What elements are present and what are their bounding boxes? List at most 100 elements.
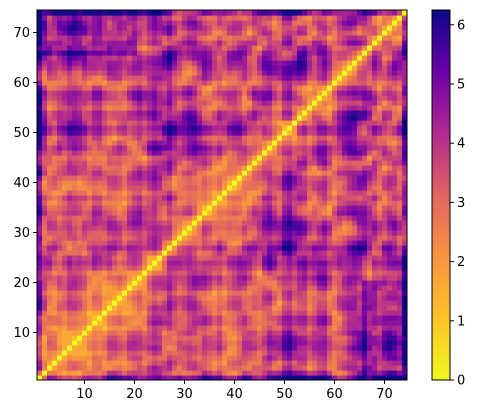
heatmap-cell <box>382 350 388 356</box>
heatmap-cell <box>187 185 193 191</box>
heatmap-cell <box>102 285 108 291</box>
heatmap-cell <box>382 295 388 301</box>
heatmap-cell <box>117 105 123 111</box>
heatmap-cell <box>42 235 48 241</box>
heatmap-cell <box>222 155 228 161</box>
heatmap-cell <box>62 180 68 186</box>
heatmap-cell <box>317 125 323 131</box>
heatmap-cell <box>107 215 113 221</box>
heatmap-cell <box>332 270 338 276</box>
heatmap-cell <box>87 360 93 366</box>
heatmap-cell <box>377 325 383 331</box>
heatmap-cell <box>232 65 238 71</box>
heatmap-cell <box>347 70 353 76</box>
heatmap-cell <box>252 65 258 71</box>
heatmap-cell <box>162 85 168 91</box>
heatmap-cell <box>182 370 188 376</box>
heatmap-cell <box>172 245 178 251</box>
heatmap-cell <box>207 250 213 256</box>
heatmap-cell <box>77 100 83 106</box>
heatmap-cell <box>122 255 128 261</box>
heatmap-cell <box>172 145 178 151</box>
heatmap-cell <box>352 45 358 51</box>
heatmap-cell <box>267 360 273 366</box>
heatmap-cell <box>232 260 238 266</box>
heatmap-cell <box>242 370 248 376</box>
heatmap-cell <box>97 195 103 201</box>
heatmap-cell <box>57 175 63 181</box>
heatmap-cell <box>42 120 48 126</box>
heatmap-cell <box>167 195 173 201</box>
heatmap-cell <box>207 90 213 96</box>
heatmap-cell <box>292 120 298 126</box>
heatmap-cell <box>162 145 168 151</box>
heatmap-cell <box>382 60 388 66</box>
heatmap-cell <box>157 175 163 181</box>
heatmap-cell <box>197 325 203 331</box>
heatmap-cell <box>77 360 83 366</box>
heatmap-cell <box>147 135 153 141</box>
heatmap-cell <box>197 275 203 281</box>
heatmap-cell <box>212 190 218 196</box>
heatmap-cell <box>72 65 78 71</box>
heatmap-cell <box>122 125 128 131</box>
heatmap-cell <box>237 250 243 256</box>
heatmap-cell <box>332 335 338 341</box>
heatmap-cell <box>77 110 83 116</box>
heatmap-cell <box>237 105 243 111</box>
heatmap-cell <box>362 350 368 356</box>
heatmap-cell <box>127 130 133 136</box>
heatmap-cell <box>132 280 138 286</box>
heatmap-cell <box>167 125 173 131</box>
heatmap-cell <box>392 95 398 101</box>
heatmap-cell <box>332 125 338 131</box>
heatmap-cell <box>147 365 153 371</box>
heatmap-cell <box>342 135 348 141</box>
heatmap-cell <box>312 185 318 191</box>
heatmap-cell <box>127 300 133 306</box>
heatmap-cell <box>262 280 268 286</box>
heatmap-cell <box>202 80 208 86</box>
heatmap-cell <box>377 315 383 321</box>
heatmap-cell <box>252 230 258 236</box>
heatmap-cell <box>247 55 253 61</box>
heatmap-cell <box>112 270 118 276</box>
heatmap-cell <box>257 165 263 171</box>
heatmap-cell <box>212 115 218 121</box>
heatmap-cell <box>162 125 168 131</box>
heatmap-cell <box>337 345 343 351</box>
heatmap-cell <box>172 85 178 91</box>
heatmap-cell <box>47 285 53 291</box>
heatmap-cell <box>57 365 63 371</box>
heatmap-cell <box>237 255 243 261</box>
heatmap-cell <box>287 260 293 266</box>
heatmap-cell <box>137 135 143 141</box>
heatmap-cell <box>302 260 308 266</box>
heatmap-cell <box>212 45 218 51</box>
heatmap-cell <box>222 115 228 121</box>
heatmap-cell <box>237 140 243 146</box>
heatmap-cell <box>387 210 393 216</box>
heatmap-cell <box>372 155 378 161</box>
heatmap-cell <box>192 195 198 201</box>
heatmap-cell <box>252 130 258 136</box>
heatmap-cell <box>107 255 113 261</box>
heatmap-cell <box>122 60 128 66</box>
heatmap-cell <box>227 220 233 226</box>
heatmap-cell <box>282 105 288 111</box>
heatmap-cell <box>302 160 308 166</box>
heatmap-cell <box>372 55 378 61</box>
heatmap-cell <box>337 125 343 131</box>
heatmap-cell <box>302 245 308 251</box>
heatmap-cell <box>377 100 383 106</box>
heatmap-cell <box>322 340 328 346</box>
heatmap-cell <box>312 260 318 266</box>
heatmap-cell <box>332 135 338 141</box>
heatmap-cell <box>47 320 53 326</box>
heatmap-cell <box>67 215 73 221</box>
heatmap-cell <box>57 230 63 236</box>
heatmap-cell <box>327 340 333 346</box>
heatmap-cell <box>107 145 113 151</box>
heatmap-cell <box>257 330 263 336</box>
heatmap-cell <box>87 230 93 236</box>
